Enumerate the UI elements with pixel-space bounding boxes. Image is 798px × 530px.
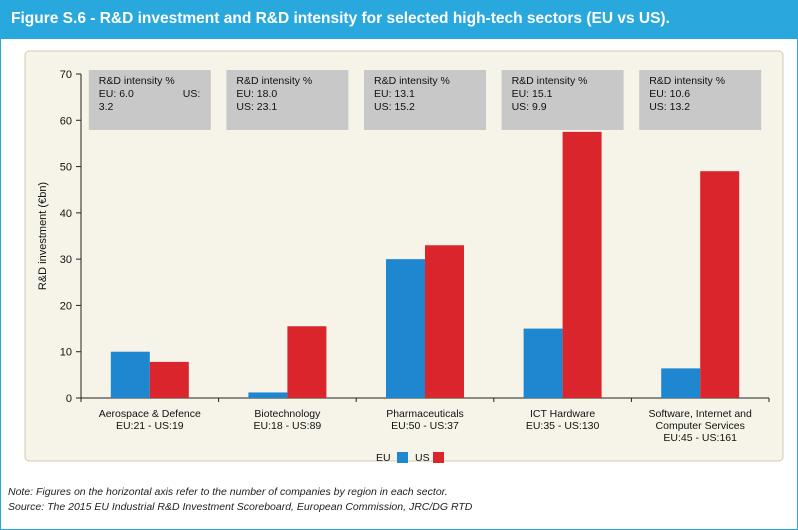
figure-title-bar: Figure S.6 - R&D investment and R&D inte… — [1, 1, 797, 39]
intensity-annotation-box — [88, 70, 211, 130]
figure-title: Figure S.6 - R&D investment and R&D inte… — [11, 10, 670, 27]
bar-chart: 0 10 20 30 40 50 60 70 R&D investment (€bn) Aeros… — [24, 50, 784, 464]
intensity-us: US: 13.2 — [649, 101, 690, 113]
x-category-label: EU:21 - US:19 — [116, 420, 184, 432]
bar-us — [287, 326, 327, 398]
bar-eu — [661, 368, 701, 398]
intensity-eu: EU: 10.6 — [649, 88, 690, 100]
bar-eu — [248, 392, 288, 398]
bar-us — [700, 171, 740, 398]
y-tick-label: 0 — [66, 393, 72, 405]
y-tick-label: 40 — [60, 208, 72, 220]
intensity-eu: EU: 13.1 — [374, 88, 415, 100]
intensity-eu: EU: 6.0 — [99, 88, 134, 100]
intensity-annotation-box — [639, 70, 762, 130]
intensity-us-value: 3.2 — [99, 101, 114, 113]
x-category-label: Pharmaceuticals — [386, 408, 464, 420]
intensity-heading: R&D intensity % — [649, 75, 725, 87]
x-category-label: ICT Hardware — [530, 408, 595, 420]
y-tick-label: 20 — [60, 300, 72, 312]
intensity-heading: R&D intensity % — [236, 75, 312, 87]
figure-note: Note: Figures on the horizontal axis ref… — [8, 486, 448, 498]
x-category-label: EU:35 - US:130 — [526, 420, 600, 432]
intensity-us: US: 9.9 — [512, 101, 547, 113]
intensity-annotation-box — [501, 70, 624, 130]
y-tick-label: 10 — [60, 347, 72, 359]
legend-swatch-eu — [397, 452, 408, 463]
bar-eu — [110, 351, 150, 398]
x-category-label: EU:45 - US:161 — [663, 432, 737, 444]
figure-source: Source: The 2015 EU Industrial R&D Inves… — [8, 501, 473, 513]
x-category-label: Software, Internet and — [649, 408, 752, 420]
intensity-heading: R&D intensity % — [512, 75, 588, 87]
intensity-heading: R&D intensity % — [374, 75, 450, 87]
bar-us — [149, 361, 189, 398]
y-tick-label: 70 — [60, 69, 72, 81]
intensity-eu: EU: 15.1 — [512, 88, 553, 100]
x-category-label: Biotechnology — [254, 408, 321, 420]
x-category-label: EU:50 - US:37 — [391, 420, 459, 432]
intensity-us: US: 15.2 — [374, 101, 415, 113]
intensity-us: US: 23.1 — [236, 101, 277, 113]
y-tick-label: 60 — [60, 115, 72, 127]
legend-label-eu: EU — [376, 452, 391, 464]
legend-label-us: US — [415, 452, 430, 464]
legend-swatch-us — [433, 452, 444, 463]
y-axis-title: R&D investment (€bn) — [37, 182, 49, 290]
intensity-annotation-box — [226, 70, 349, 130]
y-tick-label: 50 — [60, 162, 72, 174]
x-category-label: Computer Services — [656, 420, 745, 432]
intensity-eu: EU: 18.0 — [236, 88, 277, 100]
bar-eu — [523, 328, 563, 398]
bar-us — [562, 131, 602, 398]
y-tick-label: 30 — [60, 254, 72, 266]
x-category-label: EU:18 - US:89 — [254, 420, 322, 432]
intensity-heading: R&D intensity % — [99, 75, 175, 87]
bar-us — [425, 245, 464, 398]
x-category-label: Aerospace & Defence — [99, 408, 201, 420]
intensity-us: US: — [183, 88, 201, 100]
intensity-annotation-box — [364, 70, 486, 130]
bar-eu — [386, 259, 425, 398]
